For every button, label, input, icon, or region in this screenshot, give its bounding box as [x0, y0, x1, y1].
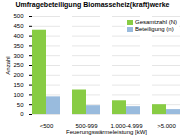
svg-text:0: 0 [20, 111, 24, 117]
svg-text:Feuerungswärmeleistung [kW]: Feuerungswärmeleistung [kW] [66, 129, 147, 135]
svg-text:100: 100 [13, 92, 24, 98]
html-text:Umfragebeteiligung Biomassehei: Umfragebeteiligung Biomasseheiz(kraft)we… [15, 1, 170, 8]
svg-text:50: 50 [17, 102, 24, 108]
svg-text:150: 150 [13, 82, 24, 88]
html-text:Gesamtzahl (N): Gesamtzahl (N) [135, 19, 177, 25]
svg-text:250: 250 [13, 62, 24, 68]
html-text:Beteiligung (n): Beteiligung (n) [135, 26, 174, 32]
svg-text:450: 450 [13, 23, 24, 29]
svg-text:300: 300 [13, 53, 24, 59]
svg-text:400: 400 [13, 33, 24, 39]
svg-text:>5.000: >5.000 [157, 123, 176, 129]
svg-text:1.000-4.999: 1.000-4.999 [110, 122, 143, 129]
svg-text:350: 350 [13, 43, 24, 49]
svg-text:<500: <500 [40, 123, 54, 129]
svg-text:200: 200 [13, 72, 24, 78]
svg-text:500: 500 [13, 13, 24, 19]
svg-text:Anzahl: Anzahl [5, 56, 11, 74]
svg-text:500-999: 500-999 [75, 122, 98, 129]
